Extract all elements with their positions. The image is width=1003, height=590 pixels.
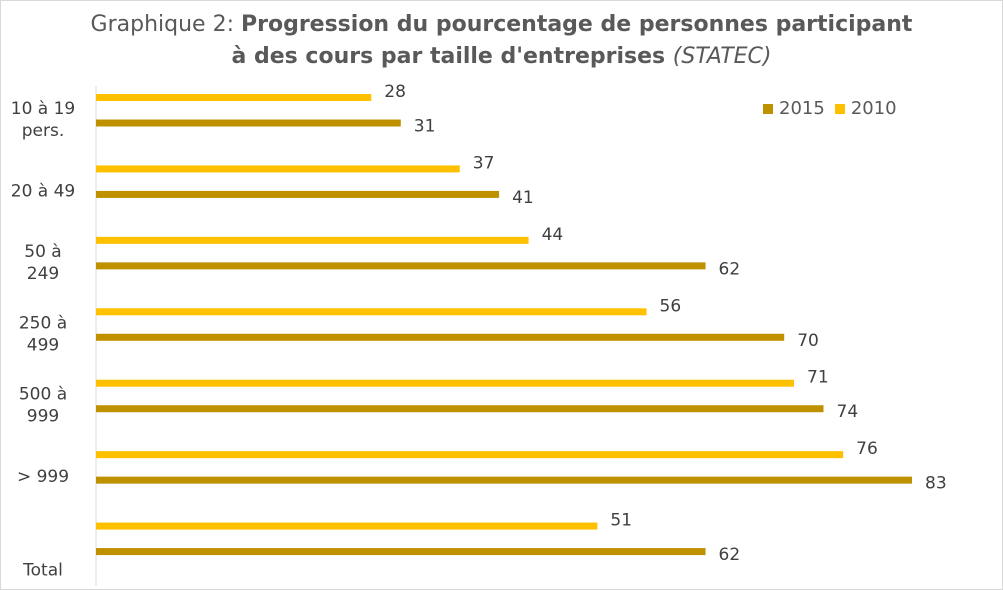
bar-2015-10-19-pers [96,119,401,127]
bar-2015-total [96,548,706,556]
bar-2015-500-999 [96,405,824,413]
legend-item-2010: 2010 [834,98,897,119]
data-label-2015-50-249: 62 [719,259,741,279]
title-line1-bold: Progression du pourcentage de personnes … [240,12,913,37]
title-prefix: Graphique 2: [90,12,241,37]
data-label-2015-999: 83 [925,474,947,494]
data-label-2010-500-999: 71 [807,368,829,388]
data-label-2010-total: 51 [610,511,632,531]
title-source: (STATEC) [672,44,772,69]
data-label-2015-250-499: 70 [797,331,819,351]
category-label-999: > 999 [17,467,69,487]
category-label-500-999: 500 à 999 [19,385,67,427]
bar-2015-20-49 [96,190,500,198]
category-label-10-19-pers: 10 à 19 pers. [11,99,76,141]
category-label-250-499: 250 à 499 [19,313,67,355]
legend-swatch-2010 [834,103,845,114]
data-label-2010-50-249: 44 [542,225,564,245]
legend-label-2015: 2015 [779,98,825,119]
bar-2010-total [96,522,598,530]
bar-2010-50-249 [96,236,529,244]
bar-2010-250-499 [96,308,647,316]
title-line-2: à des cours par taille d'entreprises (ST… [1,41,1002,73]
chart-title: Graphique 2: Progression du pourcentage … [1,9,1002,73]
title-line2-bold: à des cours par taille d'entreprises [231,44,673,69]
bar-2015-250-499 [96,333,785,341]
bar-2015-999 [96,476,912,484]
data-label-2010-20-49: 37 [473,153,495,173]
legend-label-2010: 2010 [850,98,897,119]
data-label-2010-999: 76 [856,439,878,459]
category-label-50-249: 50 à 249 [24,242,61,284]
data-label-2010-10-19-pers: 28 [384,82,406,102]
category-label-total: Total [22,561,63,581]
legend-swatch-2015 [763,103,773,114]
data-label-2015-20-49: 41 [512,188,534,208]
bar-2015-50-249 [96,262,706,270]
data-label-2015-total: 62 [719,545,741,565]
bar-2010-500-999 [96,379,795,387]
bar-2010-20-49 [96,165,460,173]
legend-item-2015: 2015 [763,98,825,119]
data-label-2015-10-19-pers: 31 [414,117,436,137]
bar-2010-999 [96,451,844,459]
category-label-20-49: 20 à 49 [11,181,76,201]
data-label-2015-500-999: 74 [837,402,859,422]
data-label-2010-250-499: 56 [660,296,682,316]
title-line-1: Graphique 2: Progression du pourcentage … [1,9,1002,41]
legend: 2015 2010 [763,98,897,119]
bar-2010-10-19-pers [96,94,372,101]
